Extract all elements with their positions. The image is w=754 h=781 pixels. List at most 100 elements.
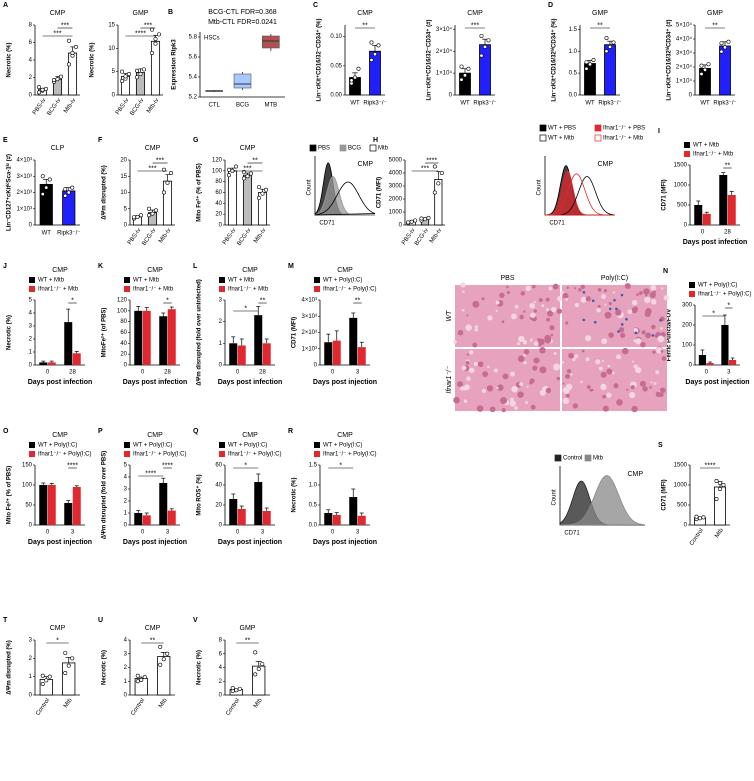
legend-label: Ifnar1⁻/⁻ + Mtb [228,287,269,293]
x-tick-label: WT [350,101,360,107]
y-tick-label: 6 [29,40,33,46]
legend-label: Control [563,456,582,462]
y-tick-label: 40 [215,483,222,489]
cell [580,284,585,290]
legend-label: Ifnar1⁻/⁻ + Poly(I:C) [228,452,282,458]
y-tick-label: 15 [120,174,127,180]
y-tick-label: 0 [689,93,693,99]
y-axis-label: ΔΨm disrupted (%) [102,165,108,220]
legend-label: WT + Poly(I:C) [323,443,362,449]
cell [539,366,547,374]
cell [598,366,603,371]
y-tick-label: 1500 [674,463,688,469]
data-point [44,678,49,683]
chart-title: CMP [242,267,258,274]
legend-label: WT + Poly(I:C) [228,443,267,449]
cell [538,298,543,302]
data-point [706,62,711,67]
y-tick-label: 500 [677,503,688,509]
y-tick-label: 0 [124,223,128,229]
data-point [717,480,722,485]
data-point [234,688,239,693]
cell [482,371,489,378]
cell [635,366,642,374]
chart-title: GMP [133,10,149,17]
data-point [253,650,258,655]
y-tick-label: 1 [29,350,33,356]
bar [714,486,726,526]
bar [142,515,151,525]
cell [472,342,478,348]
cell [586,385,591,389]
data-point [40,681,45,686]
legend-swatch [29,451,35,457]
y-axis-label: MitoFe²⁺ (of PBS) [101,308,108,358]
histology-image [562,349,667,411]
data-point [66,190,71,195]
data-point [150,211,155,216]
cell [603,289,607,293]
y-tick-label: 0 [219,223,223,229]
legend-swatch [124,451,130,457]
legend-swatch [219,451,225,457]
x-tick-label: 0 [331,370,335,376]
data-point [139,677,144,682]
cell [501,407,506,413]
panel-letter: P [98,428,103,435]
y-tick-label: 10 [120,190,127,196]
y-axis-label: Expression Ripk3 [172,39,178,90]
data-point [714,496,719,501]
sig-label: **** [426,157,437,164]
y-tick-label: 4×10³ [301,298,317,304]
x-axis-label: Days post infection [683,239,748,246]
y-tick-label: 5×10⁴ [676,22,693,29]
box [262,35,280,49]
ferric-puncta [617,330,620,333]
data-point [459,77,464,82]
x-axis-label: Days post infection [218,379,283,386]
bar [721,325,729,365]
legend-label: Ifnar1⁻/⁻ + Mtb [693,152,734,158]
sig-label: ** [362,22,368,29]
bar [134,310,143,365]
data-point [70,50,75,55]
y-tick-label: 0.05 [330,63,342,69]
cell [538,338,545,346]
panel-letter: G [193,137,199,144]
chart-title: CMP [467,10,483,17]
y-tick-label: 300 [682,303,693,309]
x-tick-label: Control [130,698,146,717]
data-point [165,651,170,656]
y-tick-label: 3 [124,651,128,657]
sig-label: *** [421,165,429,172]
cell [636,293,639,296]
x-tick-label: BCG [236,103,249,109]
data-point [249,171,254,176]
sig-label: * [339,462,342,469]
y-tick-label: 4 [29,311,33,317]
sig-label: ** [355,297,361,304]
x-tick-label: PBS-iv [127,228,142,246]
cell [565,374,570,379]
ferric-puncta [613,298,616,302]
x-tick-label: Ripk3⁻/⁻ [363,101,386,107]
cell [506,285,509,289]
legend-swatch [314,277,320,283]
data-point [587,62,592,67]
cell [529,302,535,309]
y-tick-label: 0.5 [569,71,578,77]
cell [525,401,528,404]
data-point [127,72,132,77]
cell [476,405,484,412]
legend-label: Ifnar1⁻/⁻ + Poly(I:C) [133,452,187,458]
cell [529,378,535,384]
cell [630,385,635,390]
cell [620,332,626,338]
legend-swatch [554,454,562,462]
bar [254,315,263,365]
cell [466,314,469,317]
y-tick-label: 5 [29,298,33,304]
bar [157,656,171,696]
panel-letter: T [3,617,8,624]
